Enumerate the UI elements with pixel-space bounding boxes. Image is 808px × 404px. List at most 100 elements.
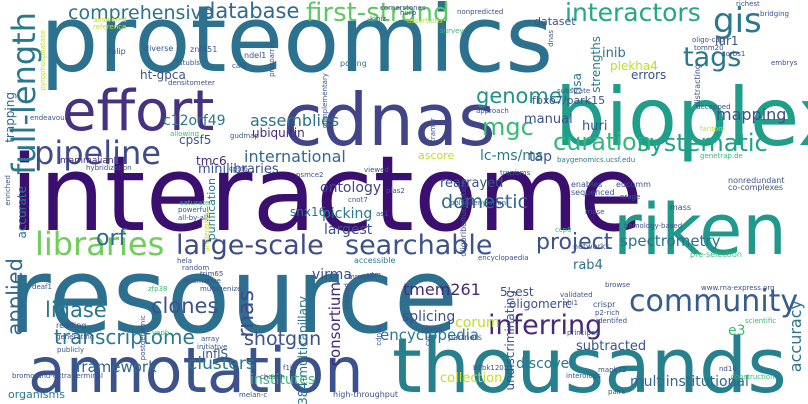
cloud-word: hybridization [86, 164, 132, 172]
cloud-word: ascore [418, 149, 455, 162]
cloud-word: crispr [593, 300, 616, 309]
cloud-word: fantom [700, 125, 726, 133]
cloud-word: mutagenize [200, 285, 242, 293]
cloud-word: identifed [596, 317, 628, 325]
cloud-word: virma [312, 267, 352, 283]
cloud-word: trim65 [200, 270, 224, 278]
cloud-word: rearrayed [440, 176, 504, 191]
cloud-word: riken [613, 189, 787, 271]
cloud-word: huri [582, 119, 608, 134]
cloud-word: reference [93, 23, 127, 31]
cloud-word: tulip [108, 47, 126, 56]
cloud-word: splicing [402, 309, 456, 325]
cloud-word: spectrometry [620, 232, 721, 250]
cloud-word: comprehensive [68, 2, 214, 24]
cloud-word: endeavour [30, 114, 68, 122]
cloud-word: answered [93, 16, 127, 24]
cloud-word: tomm20 [694, 44, 724, 52]
cloud-word: mrnas [348, 273, 370, 281]
cloud-word: ccp8 [555, 226, 572, 234]
cloud-word: mammalian [60, 156, 114, 166]
cloud-word: snx16 [290, 205, 327, 219]
cloud-word: initiative [197, 343, 228, 351]
cloud-word: polyadenylation [450, 199, 507, 207]
cloud-word: ligase [45, 298, 107, 322]
cloud-word: decapped [696, 103, 731, 111]
cloud-word: distracting [693, 64, 702, 107]
cloud-word: nonpredicted [457, 8, 504, 16]
cloud-word: 384-multicapillary [296, 296, 310, 404]
cloud-word: created [343, 283, 351, 310]
cloud-word: rnase [585, 208, 605, 216]
cloud-word: institutes [250, 372, 316, 388]
cloud-word: bioplex [555, 71, 808, 164]
cloud-word: resource [8, 235, 458, 357]
cloud-word: homology-based [624, 222, 683, 230]
cloud-word: enriched [4, 175, 12, 206]
cloud-word: systematic [637, 129, 768, 157]
cloud-word: unidentified [203, 210, 211, 252]
cloud-word: diverse [144, 44, 174, 53]
cloud-word: nonredundant [728, 176, 785, 185]
cloud-word: accuracy [786, 300, 805, 373]
cloud-word: complementary [321, 73, 329, 129]
cloud-word: cycler [424, 325, 432, 346]
cloud-word: cornerstones [380, 4, 426, 12]
cloud-word: co-complexes [728, 183, 784, 192]
cloud-word: abi1 [563, 299, 579, 307]
cloud-word: database [202, 0, 300, 23]
cloud-word: accurate [15, 186, 29, 239]
cloud-word: cnot7 [348, 196, 368, 204]
cloud-word: znf451 [190, 45, 218, 54]
cloud-word: construction [731, 373, 775, 381]
cloud-word: chosen [260, 373, 285, 381]
cloud-word: consortium [326, 282, 344, 367]
cloud-word: discover [516, 356, 575, 372]
cloud-word: bromo-and-extra-terminal [12, 372, 103, 380]
cloud-word: richest [736, 0, 760, 8]
cloud-word: interactome [10, 133, 643, 255]
cloud-word: melan-c [239, 391, 268, 399]
cloud-word: transcriptome [54, 325, 195, 349]
cloud-word: rnas [234, 290, 259, 338]
cloud-word: inferring [488, 310, 603, 341]
cloud-word: array [201, 335, 220, 343]
cloud-word: curation [553, 128, 652, 156]
cloud-word: polling [340, 59, 367, 68]
cloud-word: sorbs1 [722, 50, 746, 58]
cloud-word: ubiquitin [252, 126, 305, 140]
cloud-word: fbxo7/park15 [532, 94, 606, 107]
cloud-word: random [182, 264, 210, 272]
cloud-word: rab4 [573, 258, 603, 273]
cloud-word: shotgun [244, 328, 322, 350]
cloud-word: strengths [589, 36, 603, 93]
cloud-word: oligoribonucleotide [459, 180, 468, 257]
cloud-word: international [244, 147, 346, 166]
cloud-word: validated [560, 291, 593, 299]
cloud-word: browse [605, 281, 631, 289]
cloud-word: trapping [3, 92, 17, 143]
cloud-word: bridging [760, 10, 789, 18]
cloud-word: saturate [180, 199, 210, 207]
cloud-word: inflS [202, 347, 229, 361]
cloud-word: tropisms [500, 169, 531, 177]
cloud-word: cdnas [283, 78, 496, 162]
cloud-word: searchable [345, 230, 493, 261]
cloud-word: corum [455, 315, 500, 331]
cloud-word: thousands [392, 321, 787, 404]
cloud-word: multiinstitutional [630, 374, 749, 390]
cloud-word: viewed [364, 166, 389, 174]
cloud-word: largest [324, 222, 373, 238]
cloud-word: cpsf6 [229, 165, 248, 173]
cloud-word: high-throughput [333, 390, 399, 399]
cloud-word: hurp [400, 9, 417, 17]
cloud-word: ontology [320, 180, 382, 196]
cloud-word: mass [670, 203, 692, 212]
cloud-word: encyclopedia [380, 326, 480, 344]
cloud-word: orf [96, 226, 127, 251]
cloud-word: survey [440, 27, 464, 35]
cloud-word: principes [567, 329, 599, 337]
cloud-word: allowing [170, 130, 200, 138]
cloud-word: c12orf49 [163, 113, 226, 129]
cloud-word: subtracted [576, 339, 647, 354]
